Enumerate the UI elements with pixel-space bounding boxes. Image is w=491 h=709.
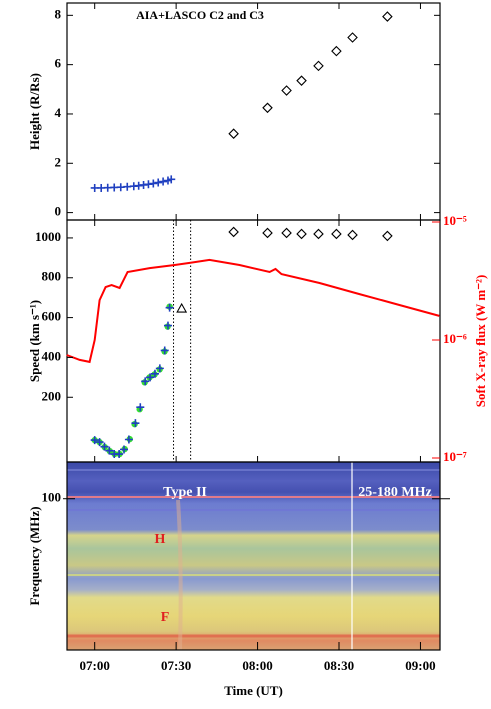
point <box>296 75 307 86</box>
plot-frame <box>66 219 441 463</box>
point <box>136 403 145 412</box>
y-tick-label: 8 <box>55 6 62 21</box>
point <box>176 302 188 313</box>
point <box>100 442 109 451</box>
x-tick-label: 09:00 <box>405 658 435 673</box>
flux-line <box>66 258 440 364</box>
point <box>228 226 239 238</box>
annotation: H <box>155 532 166 547</box>
annotation: AIA+LASCO C2 and C3 <box>136 8 264 22</box>
x-tick-label: 08:30 <box>324 658 354 673</box>
point <box>90 436 99 445</box>
annotation: Type II <box>163 485 207 500</box>
spectrogram-image <box>67 462 440 650</box>
y2-tick-label: 10⁻⁵ <box>443 213 467 228</box>
y-tick-label: 600 <box>42 309 62 324</box>
point <box>313 60 324 72</box>
point <box>331 45 342 57</box>
y-tick-label: 400 <box>42 348 62 363</box>
burst <box>176 499 183 651</box>
point <box>105 446 114 455</box>
y-axis-label: Speed (km s⁻¹) <box>27 300 42 382</box>
y2-axis-label: Soft X-ray flux (W m⁻²) <box>473 275 488 408</box>
point <box>331 228 342 240</box>
y-tick-label: 200 <box>42 388 62 403</box>
y-tick-label: 4 <box>55 105 62 120</box>
annotation: F <box>161 610 170 625</box>
y-tick-label: 0 <box>55 204 62 219</box>
point <box>95 438 104 447</box>
point <box>115 450 124 459</box>
point <box>146 373 155 382</box>
x-tick-label: 07:30 <box>161 658 191 673</box>
y2-tick-label: 10⁻⁶ <box>443 331 467 346</box>
plot-frame <box>66 461 441 651</box>
point <box>382 230 393 242</box>
point <box>131 420 138 428</box>
spectrogram <box>67 462 440 651</box>
point <box>124 435 133 444</box>
point <box>313 228 324 240</box>
point <box>281 227 292 239</box>
point <box>296 228 307 240</box>
annotation: 25-180 MHz <box>358 485 431 500</box>
y-tick-label: 2 <box>55 154 62 169</box>
y-tick-label: 800 <box>42 269 62 284</box>
point <box>281 85 292 96</box>
point <box>382 11 393 22</box>
x-tick-label: 08:00 <box>242 658 272 673</box>
x-tick-label: 07:00 <box>80 658 110 673</box>
x-axis-label: Time (UT) <box>224 683 283 698</box>
point <box>167 175 176 184</box>
point <box>155 364 164 373</box>
y-axis-label: Height (R/Rs) <box>27 73 42 150</box>
y2-tick-label: 10⁻⁷ <box>443 449 467 464</box>
y-tick-label: 1000 <box>35 229 61 244</box>
point <box>262 102 273 114</box>
y-axis-label: Frequency (MHz) <box>27 506 42 605</box>
point <box>141 377 150 386</box>
point <box>149 179 158 188</box>
point <box>165 303 174 312</box>
point <box>150 369 159 378</box>
point <box>228 128 239 139</box>
y-tick-label: 6 <box>55 56 62 71</box>
point <box>163 321 172 330</box>
point <box>262 227 273 239</box>
point <box>131 419 140 428</box>
point <box>347 32 358 43</box>
point <box>160 346 169 355</box>
point <box>120 445 129 454</box>
point <box>154 178 163 187</box>
y-tick-label: 100 <box>42 490 62 505</box>
point <box>347 229 358 241</box>
point <box>159 177 168 186</box>
